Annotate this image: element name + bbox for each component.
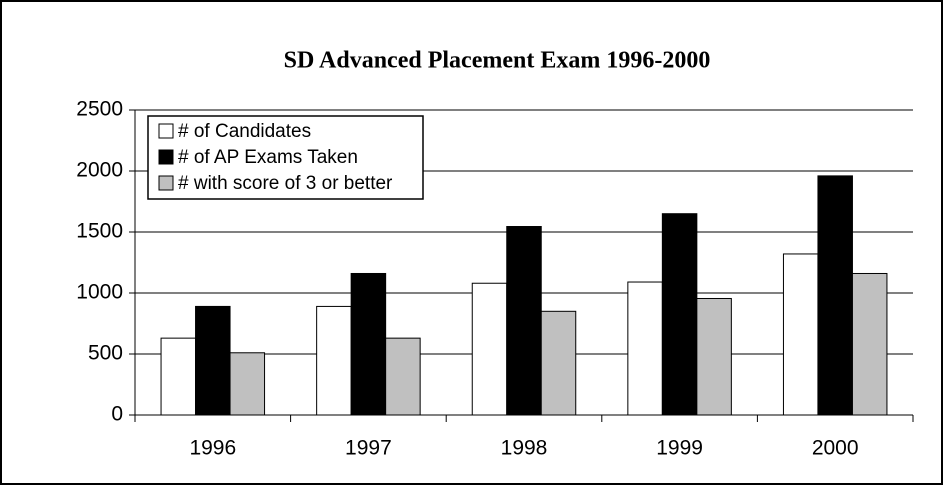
x-tick-label: 1997 — [345, 437, 392, 460]
bar — [661, 213, 698, 416]
bar — [851, 272, 888, 416]
bar — [817, 175, 853, 416]
legend-box — [147, 115, 424, 200]
legend-swatch — [158, 175, 174, 191]
y-tick-label: 1500 — [76, 220, 123, 243]
bar — [696, 297, 732, 416]
y-tick-label: 1000 — [76, 281, 123, 304]
bar — [471, 282, 508, 416]
x-tick-label: 1996 — [189, 437, 236, 460]
y-tick-label: 0 — [111, 403, 123, 426]
x-tick-label: 1999 — [656, 437, 703, 460]
bar — [506, 226, 542, 416]
bar — [627, 281, 663, 416]
x-tick-label: 2000 — [812, 437, 859, 460]
bar — [782, 253, 819, 416]
y-tick-label: 2500 — [76, 98, 123, 121]
legend-label: # of AP Exams Taken — [178, 147, 358, 168]
y-tick-label: 2000 — [76, 159, 123, 182]
bar — [350, 272, 387, 416]
bar — [160, 337, 197, 416]
chart-title: SD Advanced Placement Exam 1996-2000 — [284, 48, 711, 74]
legend-label: # of Candidates — [178, 121, 311, 142]
legend-swatch — [158, 123, 174, 139]
bar — [540, 310, 577, 416]
y-tick-label: 500 — [88, 342, 123, 365]
legend-swatch — [158, 149, 174, 165]
bar — [385, 337, 421, 416]
bar — [316, 305, 352, 416]
bar — [229, 352, 266, 416]
x-tick-label: 1998 — [501, 437, 548, 460]
bar — [195, 305, 231, 416]
legend-label: # with score of 3 or better — [178, 173, 393, 194]
